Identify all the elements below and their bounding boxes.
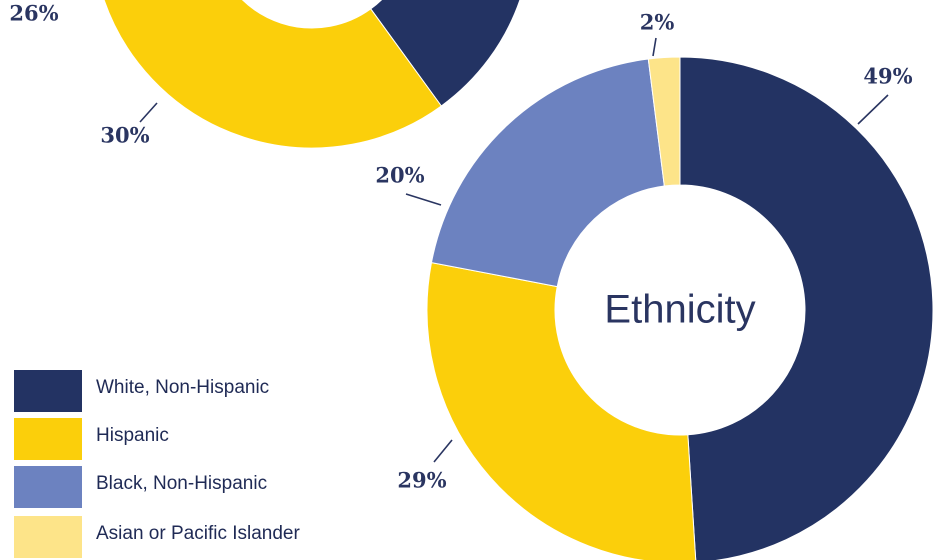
chart-title: Ethnicity xyxy=(604,288,755,332)
value-label: 26% xyxy=(9,1,58,26)
value-label: 49% xyxy=(863,64,912,89)
value-label: 2% xyxy=(640,10,675,35)
leader-line xyxy=(857,94,889,125)
legend-swatch xyxy=(14,370,82,412)
legend-label: Hispanic xyxy=(96,425,169,446)
donut-segment xyxy=(426,262,697,560)
legend-swatch xyxy=(14,418,82,460)
legend-label: Asian or Pacific Islander xyxy=(96,523,300,544)
donut-segment xyxy=(370,0,521,107)
legend-label: Black, Non-Hispanic xyxy=(96,473,267,494)
value-label: 30% xyxy=(100,123,149,148)
donut-segment xyxy=(430,58,665,288)
donut xyxy=(103,0,521,149)
legend-swatch xyxy=(14,516,82,558)
leader-line xyxy=(433,439,453,463)
donut xyxy=(426,56,933,560)
leader-line xyxy=(652,37,657,57)
leader-line xyxy=(405,193,442,206)
donut-segment xyxy=(647,56,681,187)
legend-label: White, Non-Hispanic xyxy=(96,377,269,398)
value-label: 29% xyxy=(397,468,446,493)
leader-line xyxy=(139,102,158,123)
legend-swatch xyxy=(14,466,82,508)
donut-segment xyxy=(679,56,933,560)
donut-segment xyxy=(103,0,443,149)
value-label: 20% xyxy=(375,163,424,188)
